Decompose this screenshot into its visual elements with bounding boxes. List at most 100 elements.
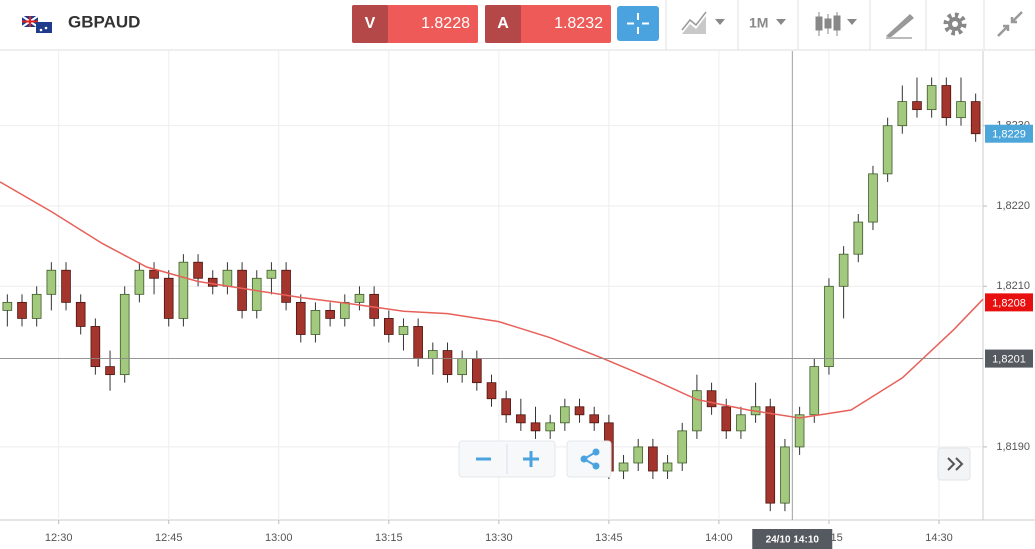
candle-body: [853, 221, 864, 255]
candle-body: [824, 285, 834, 368]
timeframe-button[interactable]: 1M: [749, 15, 786, 31]
candle-body: [281, 269, 291, 303]
candle-body: [472, 358, 482, 384]
sell-button[interactable]: V 1.8228: [352, 5, 478, 43]
candle-body: [163, 277, 174, 319]
candle-body: [46, 269, 57, 295]
shrink-button[interactable]: [997, 11, 1023, 37]
candle-body: [545, 422, 555, 432]
candle-body: [677, 430, 688, 464]
sell-price: 1.8228: [421, 15, 470, 32]
candle-body: [633, 446, 644, 464]
candle-body: [736, 414, 746, 432]
candle-body: [119, 293, 130, 376]
moving-average-line: [0, 181, 984, 419]
candle-body: [310, 309, 321, 335]
timeframe: 1M: [749, 15, 768, 31]
x-tick-label: 12:30: [45, 532, 73, 544]
crosshair-time-tag: [752, 529, 833, 549]
x-tick-label: 14:30: [925, 532, 953, 544]
flag-icon: [21, 15, 52, 33]
candle-body: [692, 390, 702, 432]
candle-body: [926, 85, 937, 111]
candle-body: [442, 350, 453, 376]
candle-type-button[interactable]: [815, 12, 857, 36]
candle-body: [295, 301, 306, 335]
candle-body: [662, 462, 673, 472]
settings-button[interactable]: [943, 12, 967, 36]
candle-body: [149, 269, 159, 279]
x-tick-label: 14:00: [705, 532, 733, 544]
candle-body: [266, 269, 277, 279]
zoom-in-button[interactable]: [523, 451, 539, 467]
x-tick-label: 13:15: [375, 532, 403, 544]
candle-body: [530, 422, 541, 432]
candle-body: [501, 398, 511, 416]
chart-type-button[interactable]: [681, 11, 725, 34]
y-tick-label: 1,8210: [996, 280, 1030, 292]
y-tick-label: 1,8220: [996, 200, 1030, 212]
candle-body: [413, 326, 423, 359]
price-tag-bg: [985, 293, 1033, 312]
candle-body: [134, 269, 145, 295]
candle-body: [251, 277, 262, 311]
buy-label-bg: [485, 5, 521, 43]
x-tick-label: 13:30: [485, 532, 513, 544]
candle-body: [912, 101, 922, 111]
candle-body: [2, 301, 13, 311]
candle-body: [648, 446, 658, 472]
candle-body: [457, 358, 467, 376]
candle-body: [956, 101, 966, 119]
share-button[interactable]: [566, 440, 612, 478]
buy-price: 1.8232: [554, 15, 603, 32]
price-tag: 1,8229: [992, 129, 1026, 141]
candle-body: [794, 414, 805, 448]
x-tick-label: 13:00: [265, 532, 293, 544]
candle-body: [809, 366, 820, 416]
candle-body: [339, 301, 350, 319]
candle-body: [706, 390, 717, 408]
y-tick-label: 1,8190: [996, 441, 1030, 453]
candle-body: [178, 261, 189, 319]
crosshair-price-tag-bg: [985, 349, 1033, 368]
x-tick-label: 13:45: [595, 532, 623, 544]
candle-body: [838, 253, 849, 287]
candle-body: [618, 462, 629, 472]
candle-body: [354, 293, 365, 303]
candle-body: [222, 269, 233, 287]
sell-label: V: [365, 15, 376, 32]
candle-body: [75, 301, 86, 327]
candle-body: [780, 446, 790, 504]
candle-body: [31, 293, 42, 319]
candle-body: [17, 301, 27, 319]
buy-label: A: [497, 15, 509, 32]
candle-body: [721, 406, 732, 432]
price-tag-bg: [985, 124, 1033, 143]
candle-body: [207, 277, 218, 287]
draw-button[interactable]: [886, 14, 914, 39]
candle-body: [765, 406, 776, 504]
candle-body: [61, 269, 71, 303]
crosshair-time-label: 24/10 14:10: [766, 535, 820, 546]
candle-body: [868, 173, 878, 223]
crosshair-price-tag: 1,8201: [992, 353, 1026, 365]
crosshair-button[interactable]: [617, 6, 659, 41]
scroll-right-button[interactable]: [937, 447, 971, 481]
candle-body: [560, 406, 570, 424]
candle-body: [398, 326, 409, 335]
candle-body: [486, 382, 497, 400]
candle-body: [574, 406, 585, 416]
candle-body: [105, 366, 115, 376]
candle-body: [383, 318, 394, 335]
price-tag: 1,8208: [992, 297, 1026, 309]
candle-body: [941, 85, 952, 119]
candle-body: [882, 125, 893, 175]
x-tick-label: 12:45: [155, 532, 183, 544]
zoom-controls: [458, 440, 556, 478]
candle-body: [516, 414, 526, 424]
buy-button[interactable]: A 1.8232: [485, 5, 611, 43]
candle-body: [237, 269, 247, 311]
symbol: GBPAUD: [68, 12, 140, 31]
candle-body: [428, 350, 438, 359]
